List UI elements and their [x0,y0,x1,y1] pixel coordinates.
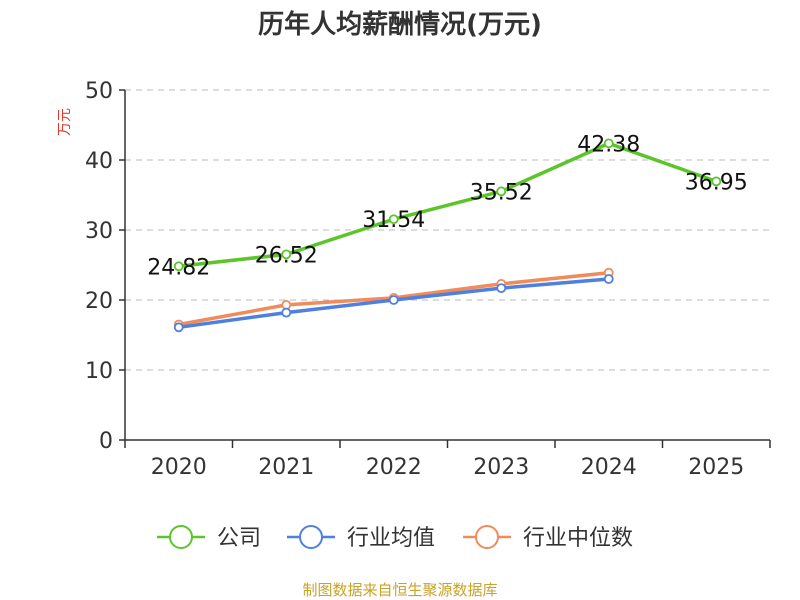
series-0-point-1 [281,249,292,260]
y-tick-label-30: 30 [85,219,113,244]
x-tick-label-2020: 2020 [151,455,207,480]
series-0-point-3 [496,186,507,197]
series-2-point-1 [281,299,292,310]
grid-lines [125,89,770,371]
series-0-point-0 [173,261,184,272]
y-tick-label-20: 20 [85,289,113,314]
legend-item-0[interactable]: 公司 [157,525,261,551]
series-0-point-2 [388,214,399,225]
series-0-point-4 [603,138,614,149]
y-tick-label-10: 10 [85,359,113,384]
data-label-2022: 31.54 [362,208,425,233]
x-tick-label-2023: 2023 [473,455,529,480]
legend[interactable]: 公司 行业均值 行业中位数 [157,525,633,551]
series-1-point-4 [603,274,614,284]
legend-swatch-marker-1 [299,525,323,549]
axes: 0 10 20 30 40 50 2020 2021 2022 2023 2024 2025 [85,79,771,480]
x-tick-label-2025: 2025 [688,455,744,480]
y-tick-label-40: 40 [85,149,113,174]
y-tick-label-50: 50 [85,79,113,104]
chart-title: 历年人均薪酬情况(万元) [258,9,542,40]
legend-label-1: 行业均值 [347,526,435,551]
legend-item-2[interactable]: 行业中位数 [463,525,633,551]
x-tick-label-2022: 2022 [366,455,422,480]
series-1-point-0 [173,322,184,333]
legend-swatch-marker-0 [169,525,193,549]
data-label-2025: 36.95 [685,170,748,195]
legend-label-0: 公司 [217,526,261,551]
series-1-point-1 [281,307,292,318]
data-label-2020: 24.82 [147,255,210,280]
data-labels: 24.82 26.52 31.54 35.52 42.38 36.95 [147,132,747,280]
x-tick-label-2024: 2024 [581,455,637,480]
series-layer [173,138,722,333]
legend-swatch-marker-2 [475,525,499,549]
series-0-point-5 [711,176,722,187]
data-label-2023: 35.52 [470,180,533,205]
y-axis-label: 万元 [57,108,73,136]
data-label-2021: 26.52 [255,243,318,268]
series-line-0 [177,141,718,269]
data-label-2024: 42.38 [577,132,640,157]
legend-label-2: 行业中位数 [523,526,633,551]
y-tick-label-0: 0 [99,429,113,454]
series-1-point-3 [496,283,507,294]
series-1-point-2 [388,295,399,305]
legend-item-1[interactable]: 行业均值 [287,525,435,551]
source-note: 制图数据来自恒生聚源数据库 [302,581,497,599]
x-tick-label-2021: 2021 [258,455,314,480]
